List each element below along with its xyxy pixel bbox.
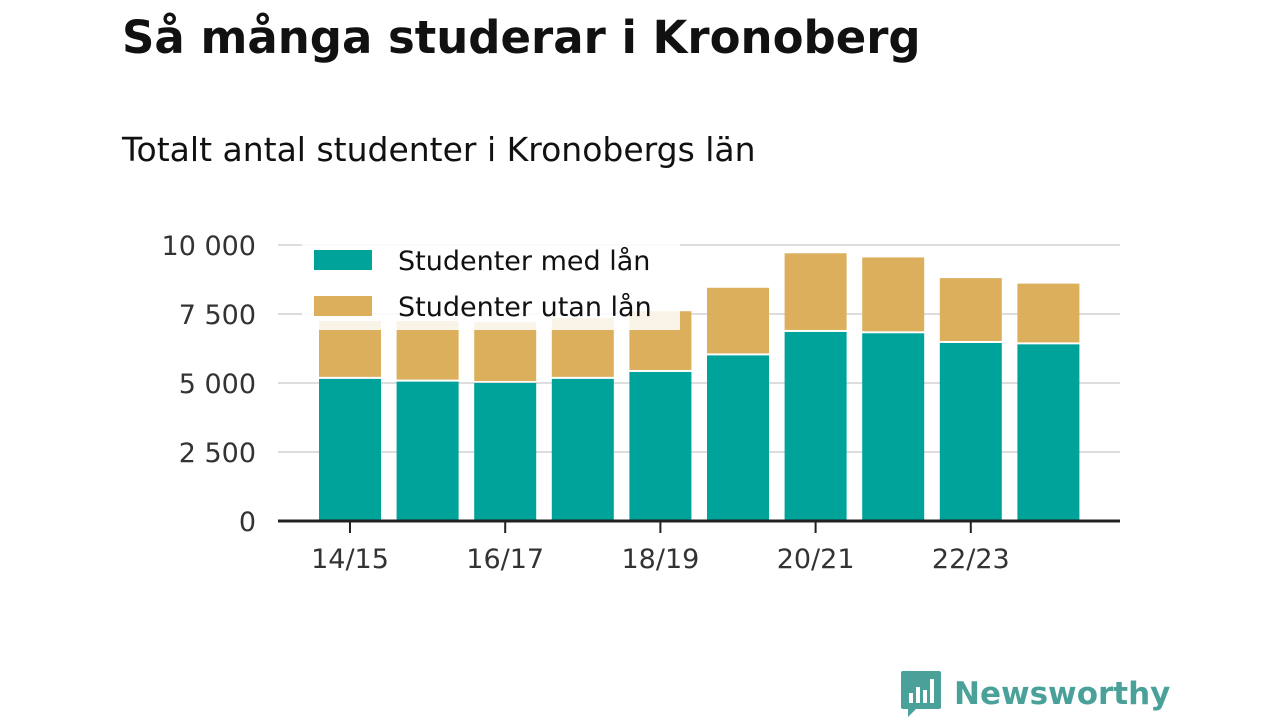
bar-segment [396,381,459,521]
bar-segment [784,253,847,330]
y-tick-label: 7 500 [179,300,256,331]
stacked-bar-chart: 0 2 500 5 000 7 500 10 000 Studenter med lån… [162,231,1120,575]
bar-segment [862,333,925,521]
bar-segment [474,383,537,521]
bar-segment [707,287,769,354]
y-tick-label: 10 000 [162,231,256,262]
bar-segment [939,342,1002,521]
chart-subtitle: Totalt antal studenter i Kronobergs län [122,130,756,169]
brand: Newsworthy [900,668,1170,720]
bar-segment [319,378,381,521]
y-tick-label: 0 [239,507,256,538]
x-tick-label: 22/23 [932,544,1010,575]
legend-label: Studenter utan lån [398,292,652,323]
bar-segment [862,257,925,332]
newsworthy-logo-icon [901,671,941,717]
y-tick-label: 2 500 [179,438,256,469]
bar-segment [551,378,614,521]
brand-name: Newsworthy [954,676,1171,712]
x-axis-ticks: 14/15 16/17 18/19 20/21 22/23 [311,521,1010,575]
y-axis-ticks: 0 2 500 5 000 7 500 10 000 [162,231,256,538]
x-tick-label: 16/17 [466,544,544,575]
legend-label: Studenter med lån [398,246,650,277]
chart-title: Så många studerar i Kronoberg [122,11,921,64]
bar-segment [1017,344,1080,521]
bar-segment [1017,283,1080,343]
legend: Studenter med lån Studenter utan lån [302,238,680,330]
legend-swatch [314,296,372,316]
bar-segment [939,278,1002,341]
bar-segment [396,320,459,380]
bars [319,253,1080,521]
legend-swatch [314,250,372,270]
bar-segment [474,322,537,381]
x-tick-label: 14/15 [311,544,389,575]
y-tick-label: 5 000 [179,369,256,400]
bar-segment [707,355,769,521]
bar-segment [319,320,381,377]
x-tick-label: 18/19 [621,544,699,575]
bar-segment [629,371,692,521]
bar-segment [784,331,847,521]
x-tick-label: 20/21 [777,544,855,575]
